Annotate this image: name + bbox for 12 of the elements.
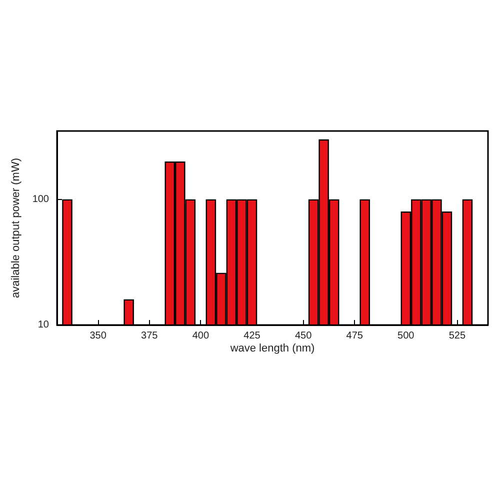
x-axis-title: wave length (nm) xyxy=(229,342,315,354)
x-tick-label: 350 xyxy=(90,330,107,342)
x-tick-label: 450 xyxy=(294,330,312,342)
x-tick-label: 375 xyxy=(141,330,158,342)
x-tick-label: 400 xyxy=(192,330,210,342)
y-axis-title: available output power (mW) xyxy=(10,158,22,298)
x-tick-label: 525 xyxy=(448,330,466,342)
y-tick-label: 10 xyxy=(38,320,50,330)
x-tick-label: 500 xyxy=(398,330,415,342)
x-tick-label: 425 xyxy=(244,330,261,342)
y-tick-label: 100 xyxy=(32,194,50,205)
x-tick-label: 475 xyxy=(346,330,364,342)
